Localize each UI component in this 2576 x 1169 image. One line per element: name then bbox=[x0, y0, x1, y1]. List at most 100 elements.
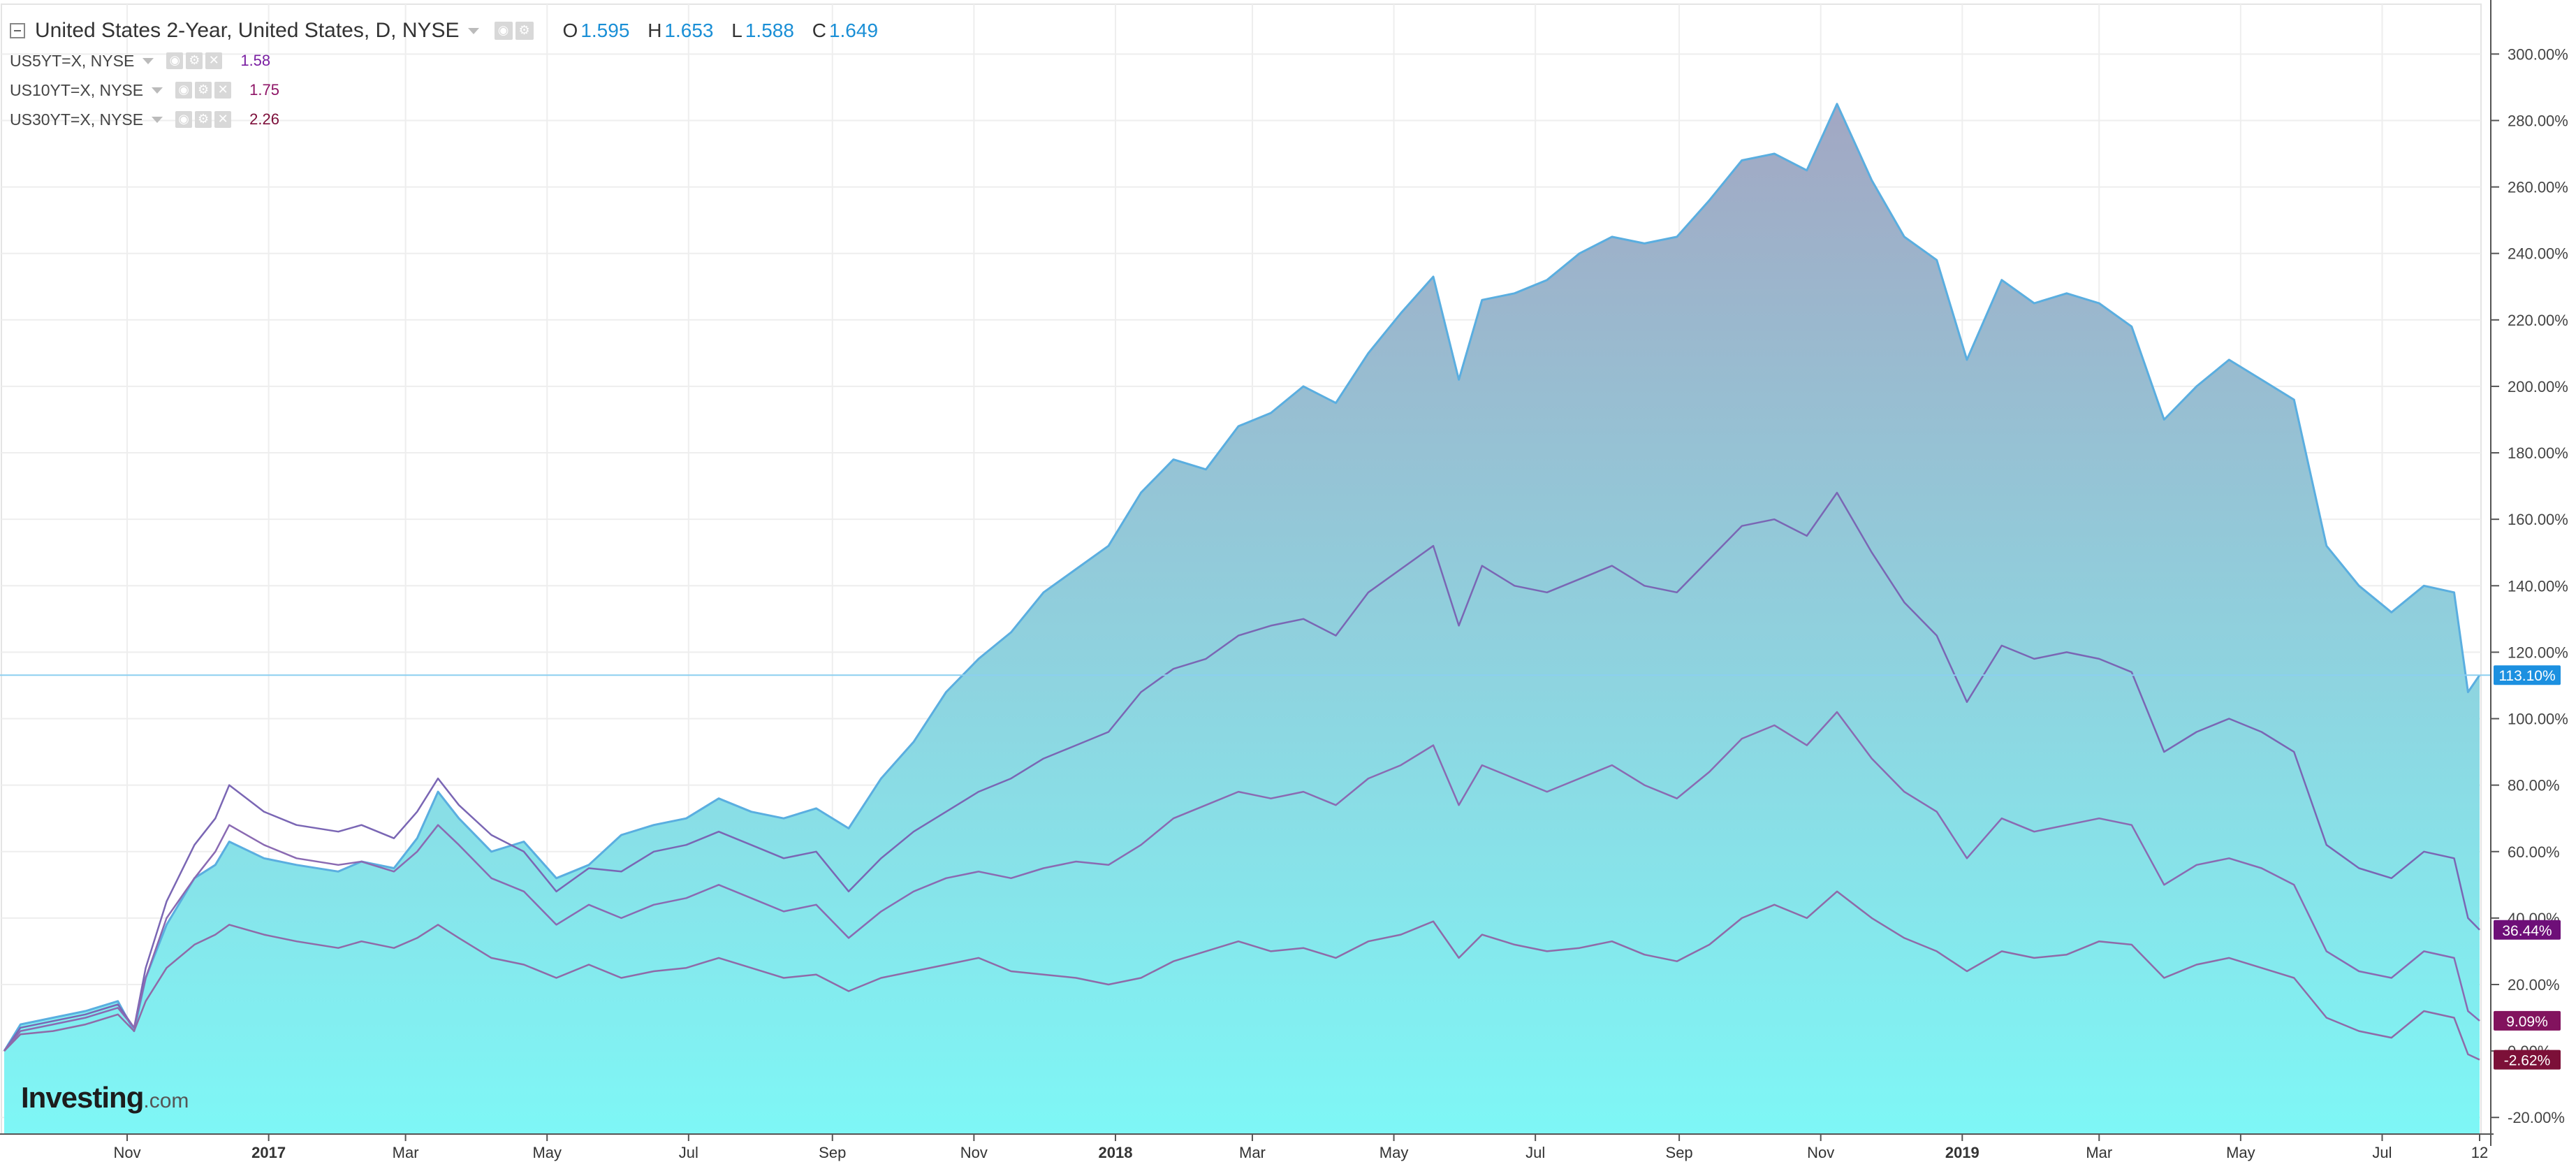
x-tick-label: Jul bbox=[1525, 1144, 1545, 1161]
ohlc-open-value: 1.595 bbox=[580, 20, 630, 41]
gear-icon[interactable]: ⚙ bbox=[515, 22, 534, 40]
y-tick-label: 280.00% bbox=[2508, 112, 2568, 129]
badge-text: 9.09% bbox=[2506, 1014, 2548, 1030]
legend-value: 1.58 bbox=[240, 52, 271, 69]
y-tick-label: 180.00% bbox=[2508, 444, 2568, 462]
x-tick-label: Nov bbox=[1807, 1144, 1834, 1161]
y-tick-label: 60.00% bbox=[2508, 843, 2560, 861]
legend-buttons: ◉ ⚙ ✕ bbox=[175, 82, 232, 99]
x-tick-label: Sep bbox=[1666, 1144, 1693, 1161]
legend: United States 2-Year, United States, D, … bbox=[10, 15, 878, 134]
eye-icon[interactable]: ◉ bbox=[494, 22, 513, 40]
eye-icon[interactable]: ◉ bbox=[175, 82, 193, 99]
x-tick-label: May bbox=[532, 1144, 562, 1161]
y-tick-label: 160.00% bbox=[2508, 511, 2568, 528]
legend-symbol: US10YT=X, NYSE bbox=[10, 80, 144, 99]
x-tick-label: Mar bbox=[2086, 1144, 2112, 1161]
gear-icon[interactable]: ⚙ bbox=[186, 52, 203, 69]
badge-text: -2.62% bbox=[2504, 1053, 2551, 1069]
main-series-title: United States 2-Year, United States, D, … bbox=[35, 19, 460, 42]
legend-row-us5y: US5YT=X, NYSE ◉ ⚙ ✕ 1.58 bbox=[10, 46, 878, 75]
chevron-down-icon[interactable] bbox=[142, 57, 154, 64]
legend-value: 2.26 bbox=[249, 110, 279, 128]
legend-symbol: US30YT=X, NYSE bbox=[10, 110, 144, 129]
y-tick-label: 140.00% bbox=[2508, 577, 2568, 595]
x-tick-label: Jul bbox=[2372, 1144, 2392, 1161]
series-line-us2y[interactable] bbox=[3, 103, 2481, 1052]
ohlc-close-key: C bbox=[812, 20, 826, 41]
ohlc-close-value: 1.649 bbox=[828, 20, 879, 41]
x-tick-label: Nov bbox=[113, 1144, 140, 1161]
x-tick-label: May bbox=[1380, 1144, 1409, 1161]
y-tick-label: 260.00% bbox=[2508, 179, 2568, 196]
close-icon[interactable]: ✕ bbox=[205, 52, 223, 69]
badge-text: 36.44% bbox=[2502, 923, 2552, 939]
badge-text: 113.10% bbox=[2498, 668, 2555, 684]
badge-bg bbox=[2494, 665, 2561, 685]
last-value-badge-us5y: 36.44% bbox=[2494, 920, 2561, 940]
series-line-us5y[interactable] bbox=[3, 491, 2480, 1052]
x-tick-label: Mar bbox=[393, 1144, 419, 1161]
close-icon[interactable]: ✕ bbox=[214, 82, 232, 99]
legend-row-us10y: US10YT=X, NYSE ◉ ⚙ ✕ 1.75 bbox=[10, 75, 878, 105]
last-value-badge-us10y: 9.09% bbox=[2494, 1010, 2561, 1031]
x-tick-label: 2018 bbox=[1099, 1144, 1133, 1161]
x-tick-label: Jul bbox=[679, 1144, 698, 1161]
ohlc-open-key: O bbox=[562, 20, 578, 41]
logo-brand: Investing bbox=[21, 1081, 144, 1114]
ohlc-low-key: L bbox=[731, 20, 742, 41]
gear-icon[interactable]: ⚙ bbox=[195, 111, 212, 128]
ohlc-high-value: 1.653 bbox=[664, 20, 714, 41]
collapse-legend-button[interactable] bbox=[10, 23, 25, 38]
ohlc-low-value: 1.588 bbox=[745, 20, 794, 41]
ohlc-values: O 1.595 H 1.653 L 1.588 C 1.649 bbox=[550, 20, 878, 42]
chevron-down-icon[interactable] bbox=[467, 27, 479, 34]
close-icon[interactable]: ✕ bbox=[214, 111, 232, 128]
y-tick-label: 300.00% bbox=[2508, 45, 2568, 63]
x-tick-label: 12 bbox=[2471, 1144, 2488, 1161]
area-layer bbox=[4, 103, 2480, 1134]
badge-bg bbox=[2494, 1010, 2561, 1031]
legend-row-us30y: US30YT=X, NYSE ◉ ⚙ ✕ 2.26 bbox=[10, 105, 878, 134]
y-tick-label: 120.00% bbox=[2508, 644, 2568, 661]
y-tick-label: 200.00% bbox=[2508, 378, 2568, 395]
gear-icon[interactable]: ⚙ bbox=[195, 82, 212, 99]
y-tick-label: 80.00% bbox=[2508, 777, 2560, 794]
area-fill-us2y bbox=[4, 103, 2480, 1134]
y-tick-label: 240.00% bbox=[2508, 245, 2568, 263]
legend-buttons: ◉ ⚙ ✕ bbox=[166, 52, 223, 69]
x-tick-label: May bbox=[2226, 1144, 2255, 1161]
x-tick-label: Mar bbox=[1239, 1144, 1266, 1161]
eye-icon[interactable]: ◉ bbox=[175, 111, 193, 128]
x-tick-label: Sep bbox=[819, 1144, 846, 1161]
y-tick-label: 100.00% bbox=[2508, 711, 2568, 728]
x-tick-label: 2017 bbox=[251, 1144, 286, 1161]
series-line-us10y[interactable] bbox=[3, 711, 2480, 1052]
series-line-us30y[interactable] bbox=[3, 890, 2480, 1061]
chevron-down-icon[interactable] bbox=[152, 116, 163, 123]
y-tick-label: -20.00% bbox=[2508, 1109, 2565, 1126]
badge-bg bbox=[2494, 920, 2561, 940]
main-series-buttons: ◉ ⚙ bbox=[494, 22, 534, 40]
y-tick-label: 220.00% bbox=[2508, 312, 2568, 329]
investing-logo[interactable]: Investing.com bbox=[21, 1081, 189, 1114]
chevron-down-icon[interactable] bbox=[152, 87, 163, 94]
ohlc-high-key: H bbox=[647, 20, 662, 41]
legend-buttons: ◉ ⚙ ✕ bbox=[175, 111, 232, 128]
x-tick-label: Nov bbox=[960, 1144, 988, 1161]
last-value-badge-us30y: -2.62% bbox=[2494, 1050, 2561, 1070]
legend-symbol: US5YT=X, NYSE bbox=[10, 51, 135, 70]
logo-suffix: .com bbox=[143, 1089, 189, 1112]
eye-icon[interactable]: ◉ bbox=[166, 52, 184, 69]
badge-bg bbox=[2494, 1050, 2561, 1070]
legend-value: 1.75 bbox=[249, 81, 279, 99]
label-layer: 113.10% 36.44% 9.09% -2.62% bbox=[2494, 665, 2561, 1070]
y-tick-label: 20.00% bbox=[2508, 976, 2560, 994]
x-tick-label: 2019 bbox=[1945, 1144, 1979, 1161]
last-value-badge-us2y: 113.10% bbox=[2494, 665, 2561, 685]
legend-main-row: United States 2-Year, United States, D, … bbox=[10, 15, 878, 46]
line-layer bbox=[3, 103, 2481, 1061]
